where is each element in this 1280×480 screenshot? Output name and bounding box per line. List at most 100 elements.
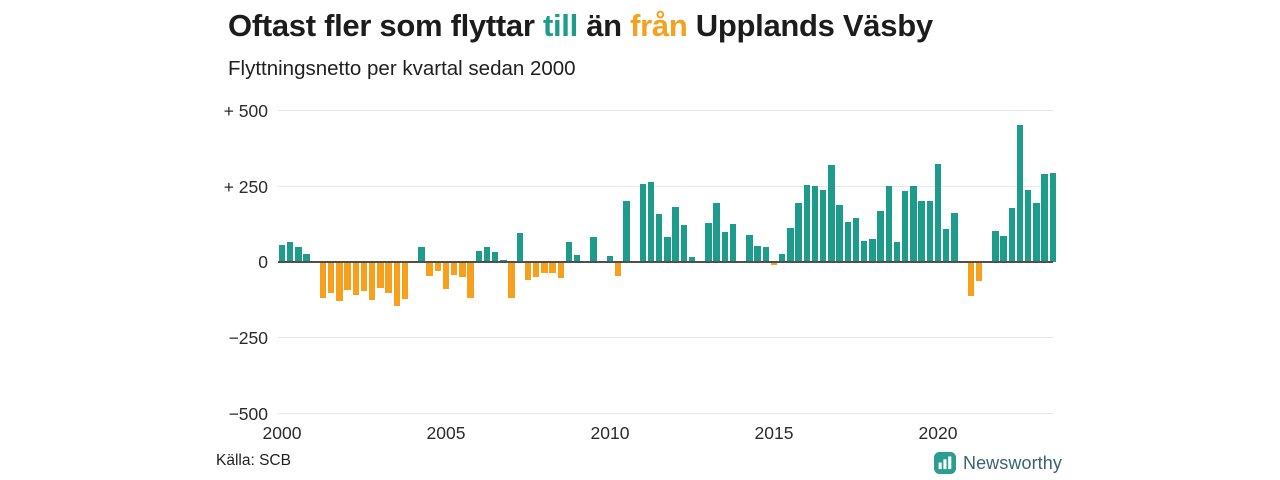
bar: [713, 202, 720, 263]
bar: [368, 262, 376, 301]
bar: [770, 262, 778, 265]
x-axis-tick-label: 2005: [426, 423, 466, 443]
bar: [401, 262, 409, 299]
zero-axis-line: [278, 261, 1053, 264]
bar: [647, 181, 655, 263]
bar: [729, 223, 737, 263]
page-title: Oftast fler som flyttar till än från Upp…: [228, 8, 933, 44]
bar: [327, 262, 335, 293]
bar: [557, 262, 565, 279]
bar: [762, 247, 770, 263]
bar: [910, 185, 917, 263]
gridline: [278, 185, 1053, 188]
bar: [992, 230, 999, 263]
bar: [860, 240, 868, 263]
bar: [1041, 173, 1048, 263]
bar: [450, 262, 458, 275]
source-note: Källa: SCB: [216, 452, 291, 469]
bar: [1024, 189, 1032, 263]
bar: [705, 222, 712, 263]
bar: [286, 241, 294, 263]
bar: [664, 236, 671, 263]
bar: [893, 241, 901, 263]
brand-name: Newsworthy: [962, 452, 1062, 473]
bar: [1016, 124, 1024, 263]
bar: [467, 262, 474, 298]
bar: [672, 207, 679, 263]
bar: [508, 262, 515, 298]
bar: [442, 262, 450, 289]
bar: [606, 256, 614, 263]
bar: [795, 202, 802, 263]
bar: [541, 262, 548, 273]
x-axis-tick-label: 2015: [754, 423, 794, 443]
bar: [1000, 236, 1007, 263]
bar: [295, 246, 302, 263]
y-axis-tick-label: 0: [258, 252, 268, 273]
gridline: [278, 336, 1053, 339]
bar: [844, 221, 852, 263]
bar: [688, 256, 696, 263]
x-axis-tick-label: 2010: [590, 423, 630, 443]
bar: [721, 231, 729, 263]
bar: [483, 247, 491, 263]
x-axis-tick-label: 2000: [262, 423, 302, 443]
bar: [336, 262, 343, 302]
bar: [901, 191, 909, 263]
bar: [426, 262, 433, 276]
bar: [524, 262, 532, 280]
y-axis-tick-label: −250: [228, 327, 268, 348]
bar: [491, 252, 499, 263]
bar: [655, 213, 663, 263]
bar: [352, 262, 360, 296]
title-highlight-fran: från: [630, 8, 688, 43]
bar: [877, 210, 884, 263]
bar: [967, 262, 975, 297]
bar: [942, 229, 950, 263]
bar: [1033, 203, 1040, 263]
bar: [418, 246, 425, 263]
bar: [951, 212, 958, 263]
bar: [819, 189, 827, 263]
bar: [475, 250, 483, 263]
y-axis-tick-label: + 500: [223, 100, 268, 121]
bar: [787, 228, 794, 263]
bar: [754, 245, 761, 263]
bar: [836, 204, 843, 263]
bar: [500, 259, 507, 263]
bar: [869, 239, 876, 263]
bar: [565, 241, 573, 263]
bar: [680, 225, 688, 263]
x-axis-tick-label: 2020: [918, 423, 958, 443]
brand-logo: Newsworthy: [933, 452, 1062, 474]
bar: [549, 262, 556, 274]
bar: [639, 184, 647, 263]
bar: [926, 201, 934, 263]
bar: [828, 165, 835, 263]
bar: [614, 262, 622, 277]
bar: [885, 185, 893, 263]
bar: [459, 262, 466, 278]
bar: [623, 201, 630, 263]
bar: [360, 262, 368, 292]
bar: [852, 217, 860, 263]
y-axis-tick-label: −500: [228, 403, 268, 424]
gridline: [278, 109, 1053, 112]
bar: [303, 254, 310, 263]
bar: [532, 262, 540, 278]
title-highlight-till: till: [542, 8, 578, 43]
bar: [516, 232, 524, 263]
bar: [918, 200, 925, 263]
bar: [385, 262, 392, 293]
chart-subtitle: Flyttningsnetto per kvartal sedan 2000: [228, 57, 576, 80]
bar: [803, 185, 811, 263]
bar: [975, 262, 983, 282]
bar: [344, 262, 351, 291]
title-text: Upplands Väsby: [687, 8, 933, 43]
bar: [393, 262, 401, 307]
bar: [319, 262, 327, 298]
title-text: än: [577, 8, 631, 43]
gridline: [278, 412, 1053, 415]
